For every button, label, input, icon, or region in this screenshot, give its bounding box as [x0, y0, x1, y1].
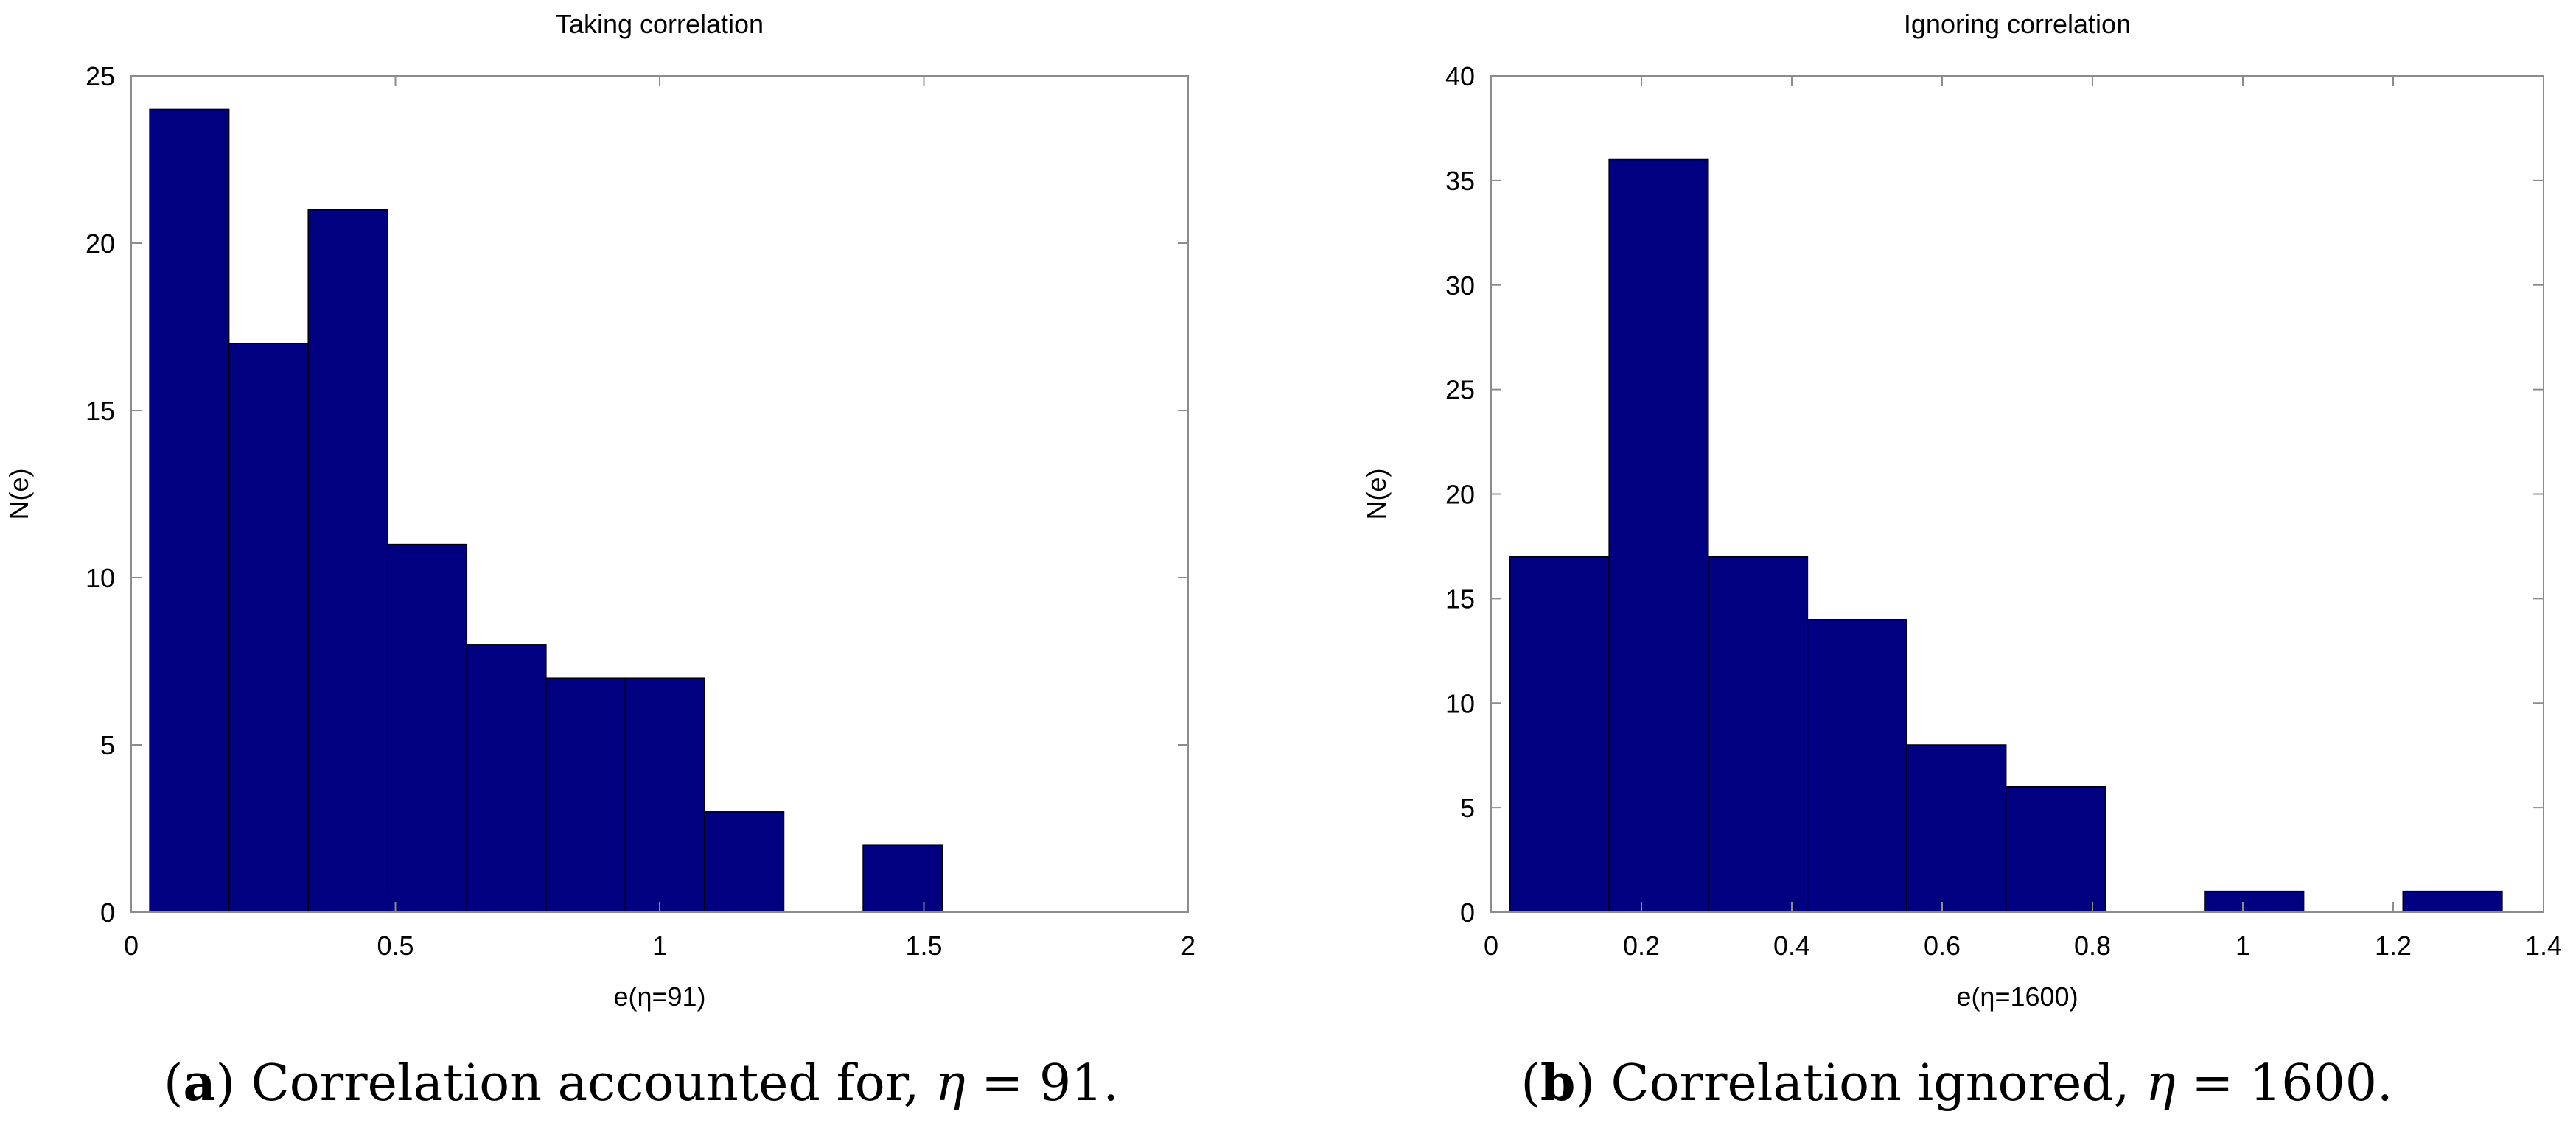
- caption-a-equation: = 91.: [965, 1054, 1120, 1113]
- x-axis-label-b: e(η=1600): [1956, 981, 2078, 1012]
- histogram-bar-b-10: [2402, 890, 2503, 913]
- chart-title-b: Ignoring correlation: [1904, 9, 2131, 39]
- x-tick-label-b-7: 1.4: [2525, 931, 2562, 961]
- y-tick-label-a-1: 5: [100, 730, 115, 760]
- y-tick-label-a-4: 20: [85, 228, 115, 259]
- chart-title-a: Taking correlation: [556, 9, 764, 39]
- caption-a: (a) Correlation accounted for, η = 91.: [163, 1054, 1120, 1113]
- x-tick-label-a-0: 0: [124, 931, 139, 961]
- caption-b-symbol: η: [2146, 1054, 2176, 1113]
- histogram-bar-a-3: [307, 209, 388, 913]
- x-tick-label-b-0: 0: [1484, 931, 1498, 961]
- caption-b: (b) Correlation ignored, η = 1600.: [1521, 1054, 2393, 1113]
- y-tick-label-b-2: 10: [1445, 688, 1475, 718]
- x-tick-label-b-1: 0.2: [1623, 931, 1660, 961]
- x-tick-label-a-2: 1: [652, 931, 667, 961]
- histogram-bar-b-8: [2204, 890, 2305, 913]
- y-tick-label-b-1: 5: [1460, 793, 1475, 823]
- y-tick-label-a-0: 0: [100, 897, 115, 928]
- histogram-bar-b-6: [2005, 786, 2106, 913]
- x-tick-label-b-4: 0.8: [2074, 931, 2111, 961]
- histogram-bar-b-5: [1906, 744, 2007, 913]
- histogram-bar-a-10: [862, 844, 943, 913]
- caption-b-equation: = 1600.: [2175, 1054, 2393, 1113]
- caption-b-text: ) Correlation ignored,: [1575, 1054, 2146, 1113]
- histogram-bar-a-6: [545, 677, 626, 913]
- caption-a-label: a: [183, 1054, 216, 1113]
- histogram-bar-b-2: [1608, 158, 1709, 913]
- x-axis-label-a: e(η=91): [613, 981, 705, 1012]
- histogram-bar-a-5: [466, 644, 547, 913]
- y-tick-label-b-3: 15: [1445, 584, 1475, 614]
- histogram-bar-a-1: [149, 108, 230, 913]
- x-tick-label-b-5: 1: [2235, 931, 2250, 961]
- y-tick-label-a-2: 10: [85, 563, 115, 593]
- caption-a-symbol: η: [935, 1054, 966, 1113]
- y-tick-label-a-3: 15: [85, 396, 115, 426]
- histogram-bar-b-3: [1708, 556, 1809, 913]
- y-tick-label-b-4: 20: [1445, 480, 1475, 510]
- y-tick-label-b-6: 30: [1445, 270, 1475, 301]
- histogram-bar-a-8: [704, 811, 785, 913]
- y-axis-label-b: N(e): [1361, 469, 1392, 520]
- y-tick-label-b-7: 35: [1445, 166, 1475, 196]
- x-tick-label-b-6: 1.2: [2375, 931, 2412, 961]
- caption-a-text: ) Correlation accounted for,: [215, 1054, 935, 1113]
- x-tick-label-b-2: 0.4: [1773, 931, 1810, 961]
- x-tick-label-a-3: 1.5: [905, 931, 942, 961]
- histogram-bar-a-4: [386, 543, 468, 913]
- histogram-bar-a-7: [624, 677, 705, 913]
- histogram-bar-b-1: [1509, 556, 1610, 913]
- y-tick-label-b-0: 0: [1460, 897, 1475, 928]
- x-tick-label-a-1: 0.5: [377, 931, 413, 961]
- y-axis-label-a: N(e): [4, 469, 34, 520]
- y-tick-label-a-5: 25: [85, 61, 115, 91]
- x-tick-label-a-4: 2: [1181, 931, 1195, 961]
- histogram-bar-b-4: [1807, 619, 1907, 913]
- histogram-bar-a-2: [228, 343, 309, 913]
- y-tick-label-b-8: 40: [1445, 61, 1475, 91]
- y-tick-label-b-5: 25: [1445, 375, 1475, 405]
- panel-b-ignoring-correlation: 0 0.2 0.4 0.6 0.8 1 1.2 1.4 0 5 10 15 20 25 30 35 40 Igno…: [1361, 9, 2562, 1012]
- caption-b-label: b: [1540, 1054, 1576, 1113]
- x-tick-label-b-3: 0.6: [1924, 931, 1961, 961]
